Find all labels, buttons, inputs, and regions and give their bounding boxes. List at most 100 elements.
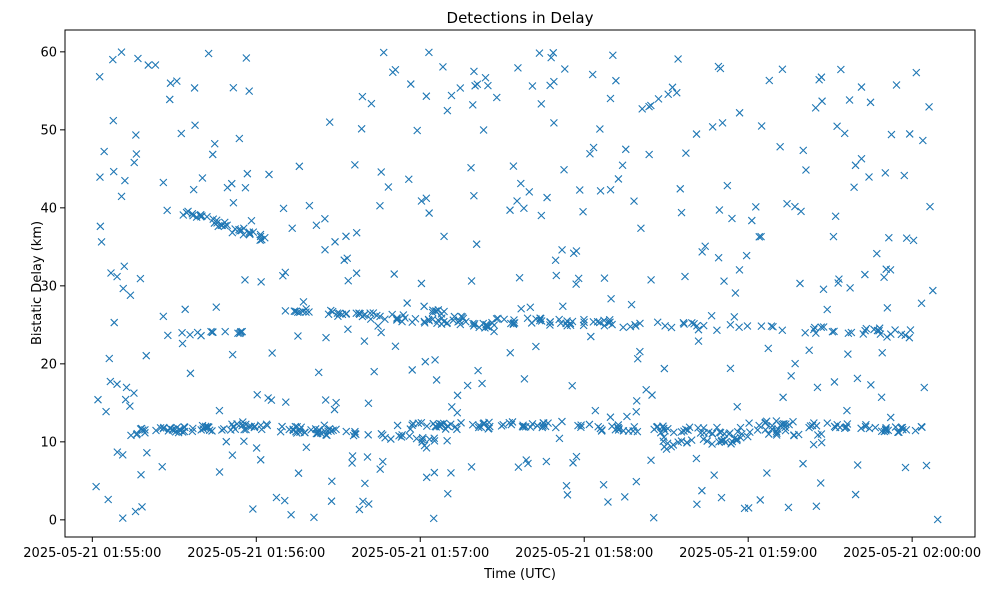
data-point: [905, 130, 914, 138]
data-point: [772, 427, 781, 436]
data-point: [234, 329, 242, 338]
data-point: [117, 192, 126, 201]
data-point: [131, 131, 140, 139]
data-point: [398, 430, 407, 439]
data-point: [516, 179, 525, 188]
data-point: [674, 55, 682, 63]
data-point: [198, 421, 207, 430]
data-point: [276, 427, 285, 436]
data-point: [332, 425, 340, 434]
data-point: [605, 315, 614, 324]
data-point: [690, 319, 698, 328]
data-point: [791, 202, 799, 211]
data-point: [159, 312, 168, 321]
data-point: [735, 108, 744, 117]
data-point: [492, 314, 501, 323]
data-point: [696, 429, 705, 437]
data-point: [229, 198, 238, 207]
data-point: [801, 328, 810, 337]
data-point: [745, 428, 754, 437]
data-point: [484, 425, 493, 433]
plot-frame: [64, 29, 976, 538]
data-point: [519, 422, 528, 431]
data-point: [468, 420, 477, 429]
data-point: [118, 450, 127, 459]
data-point: [607, 294, 615, 303]
data-point: [589, 317, 598, 326]
data-point: [526, 303, 535, 312]
data-point: [886, 266, 895, 274]
data-point: [457, 418, 465, 427]
data-point: [305, 201, 314, 210]
data-point: [669, 428, 678, 437]
data-point: [121, 395, 130, 404]
data-point: [880, 273, 888, 282]
data-point: [596, 424, 605, 433]
data-point: [295, 162, 304, 171]
data-point: [92, 482, 101, 491]
data-point: [405, 432, 414, 441]
data-point: [909, 236, 918, 245]
data-point: [322, 333, 330, 342]
data-point: [816, 479, 825, 487]
data-point: [555, 434, 564, 443]
data-point: [472, 240, 481, 249]
data-point: [778, 420, 786, 429]
data-point: [467, 462, 476, 471]
data-point: [698, 248, 707, 256]
data-point: [363, 453, 372, 461]
data-point: [697, 486, 706, 495]
data-point: [638, 104, 647, 113]
data-point: [376, 201, 384, 210]
data-point: [728, 214, 736, 223]
data-point: [193, 328, 202, 337]
data-point: [374, 322, 383, 330]
y-tick-label: 60: [40, 45, 57, 60]
data-point: [191, 121, 199, 130]
data-point: [743, 322, 752, 330]
data-point: [506, 206, 514, 215]
data-point: [835, 275, 843, 283]
data-point: [212, 303, 221, 312]
data-point: [235, 329, 244, 338]
data-point: [747, 216, 756, 225]
data-point: [390, 270, 399, 278]
data-point: [790, 431, 798, 440]
data-point: [117, 48, 126, 57]
data-point: [497, 422, 506, 430]
data-point: [369, 309, 378, 317]
data-point: [550, 119, 558, 127]
data-point: [755, 421, 764, 430]
data-point: [857, 83, 866, 91]
data-point: [142, 448, 151, 457]
data-point: [197, 425, 206, 434]
data-point: [514, 463, 523, 472]
data-point: [662, 445, 671, 453]
data-point: [268, 349, 277, 357]
data-point: [721, 438, 730, 447]
data-point: [846, 284, 854, 292]
data-point: [537, 317, 546, 325]
data-point: [469, 322, 478, 330]
data-point: [447, 468, 455, 477]
data-point: [528, 82, 537, 90]
data-point: [344, 325, 352, 334]
data-point: [240, 425, 249, 434]
x-axis-label: Time (UTC): [483, 567, 556, 582]
data-point: [783, 199, 791, 208]
data-point: [364, 500, 373, 508]
data-point: [320, 214, 329, 223]
data-point: [236, 226, 244, 235]
data-point: [417, 279, 426, 288]
x-tick-label: 2025-05-21 02:00:00: [843, 546, 981, 561]
data-point: [331, 237, 339, 246]
data-point: [471, 81, 479, 90]
data-point: [439, 63, 447, 71]
data-point: [614, 175, 623, 183]
data-point: [510, 319, 519, 327]
data-point: [213, 218, 221, 227]
data-point: [352, 228, 361, 237]
data-point: [606, 94, 615, 103]
data-point: [204, 49, 213, 58]
